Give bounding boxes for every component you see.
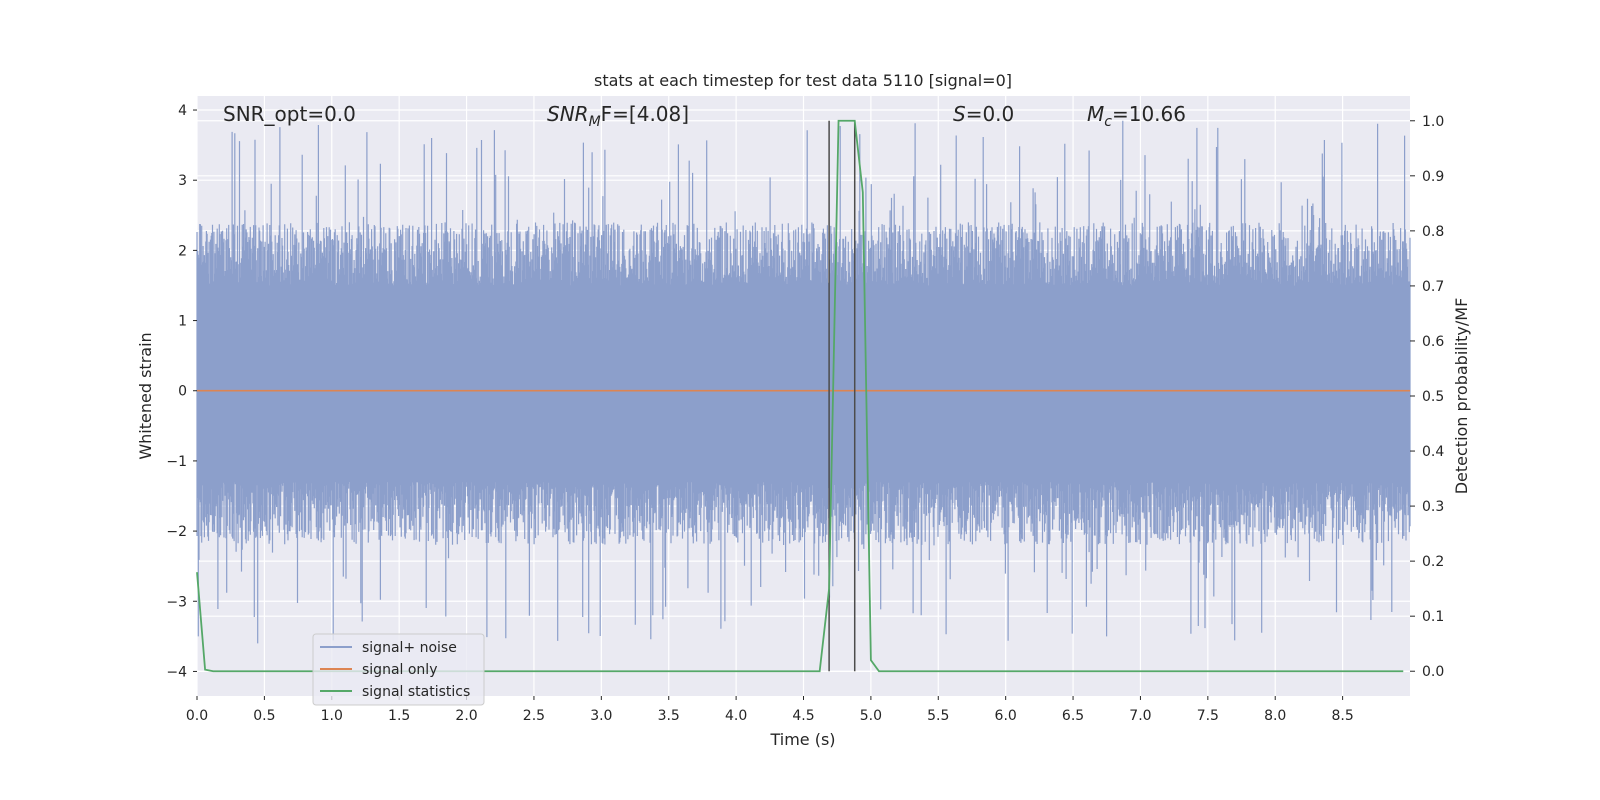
annotation-s-tail: =0.0 [966,102,1015,126]
y-tick-label-6: −2 [166,524,187,540]
annotation-s-main: S [953,102,966,126]
y2-tick-label-2: 0.8 [1422,224,1444,240]
annotation-s: S=0.0 [953,102,1014,126]
y2-tick-label-4: 0.6 [1422,334,1444,350]
legend-label-signal-noise: signal+ noise [362,640,457,656]
x-tick-label-15: 7.5 [1197,708,1219,724]
y2-tick-label-6: 0.4 [1422,444,1444,460]
legend-box [312,633,485,706]
x-tick-label-2: 1.0 [321,708,343,724]
y2-axis-label: Detection probability/MF [1452,298,1471,495]
x-axis-label: Time (s) [769,730,835,749]
series-signal-statistics [196,119,1404,673]
y-tick-label-2: 2 [178,243,187,259]
x-tick-label-17: 8.5 [1331,708,1353,724]
y-tick-label-5: −1 [166,454,187,470]
x-tick-label-4: 2.0 [455,708,477,724]
annotation-snr-mf-sub: M [589,114,601,130]
chart-title: stats at each timestep for test data 511… [594,71,1012,90]
annotation-mc-sub: c [1104,114,1112,130]
y2-tick-label-0: 1.0 [1422,114,1444,130]
x-tick-label-1: 0.5 [253,708,275,724]
lines-layer [196,119,1410,673]
x-tick-label-16: 8.0 [1264,708,1286,724]
x-tick-label-5: 2.5 [523,708,545,724]
y2-tick-label-1: 0.9 [1422,169,1444,185]
y-tick-label-1: 3 [178,173,187,189]
x-tick-label-10: 5.0 [860,708,882,724]
annotation-mc: Mc=10.66 [1087,102,1186,130]
x-tick-label-3: 1.5 [388,708,410,724]
series-signal-noise [196,120,1411,644]
annotation-mc-tail: =10.66 [1112,102,1186,126]
axes-layer: 0.0 0.5 1.0 1.5 2.0 2.5 3.0 3.5 4.0 4.5 5.0 5.5 6.0 6… [166,103,1444,724]
annotation-mc-main: M [1087,102,1104,126]
y-tick-label-3: 1 [178,314,187,330]
x-tick-label-6: 3.0 [590,708,612,724]
x-tick-label-9: 4.5 [792,708,814,724]
y2-tick-label-8: 0.2 [1422,554,1444,570]
x-tick-label-14: 7.0 [1129,708,1151,724]
y2-tick-label-9: 0.1 [1422,609,1444,625]
noise-series [196,120,1411,644]
annotation-snr-mf-main: SNR [547,102,589,126]
y-tick-label-0: 4 [178,103,187,119]
legend-label-signal-statistics: signal statistics [362,684,470,700]
y2-tick-label-5: 0.5 [1422,389,1444,405]
y-tick-label-7: −3 [166,594,187,610]
y-tick-label-8: −4 [166,664,187,680]
legend-label-signal-only: signal only [362,662,437,678]
annotation-snr-mf-tail: F=[4.08] [601,102,689,126]
x-tick-label-13: 6.5 [1062,708,1084,724]
x-tick-label-8: 4.0 [725,708,747,724]
x-tick-label-12: 6.0 [995,708,1017,724]
x-tick-label-0: 0.0 [186,708,208,724]
y-tick-label-4: 0 [178,384,187,400]
legend: signal+ noise signal only signal statist… [312,633,485,706]
y2-tick-label-10: 0.0 [1422,664,1444,680]
y-axis-label: Whitened strain [136,332,155,459]
x-tick-label-11: 5.5 [927,708,949,724]
y2-tick-label-3: 0.7 [1422,279,1444,295]
annotation-snr-mf: SNRMF=[4.08] [547,102,689,130]
y2-tick-label-7: 0.3 [1422,499,1444,515]
annotation-snr-opt: SNR_opt=0.0 [223,102,356,126]
x-tick-label-7: 3.5 [658,708,680,724]
